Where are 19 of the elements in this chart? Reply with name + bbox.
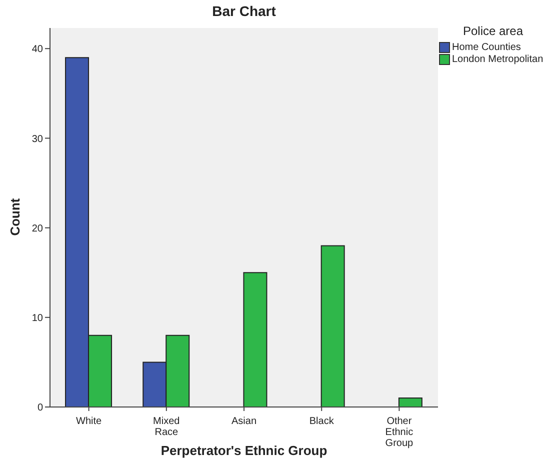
x-tick-label: Mixed Race xyxy=(153,416,180,438)
legend-label: London Metropolitan xyxy=(452,54,544,65)
x-axis-title: Perpetrator's Ethnic Group xyxy=(160,443,328,458)
x-tick-label: Black xyxy=(309,416,335,428)
bar xyxy=(398,398,422,407)
x-tick-label: White xyxy=(76,416,102,428)
y-tick-label: 30 xyxy=(32,134,44,145)
y-tick-label: 20 xyxy=(32,223,44,234)
x-tick-label: Asian xyxy=(231,416,257,428)
y-tick-label: 0 xyxy=(37,402,44,414)
y-axis-title: Count xyxy=(8,198,22,236)
y-tick-label: 40 xyxy=(32,44,44,56)
legend-label: Home Counties xyxy=(452,42,521,53)
legend-title: Police area xyxy=(462,24,524,38)
chart-title: Bar Chart xyxy=(211,3,277,19)
bar xyxy=(243,272,268,407)
x-tick-label: Other Ethnic Group xyxy=(385,416,414,450)
y-tick-label: 10 xyxy=(32,312,44,324)
bar xyxy=(320,245,345,407)
